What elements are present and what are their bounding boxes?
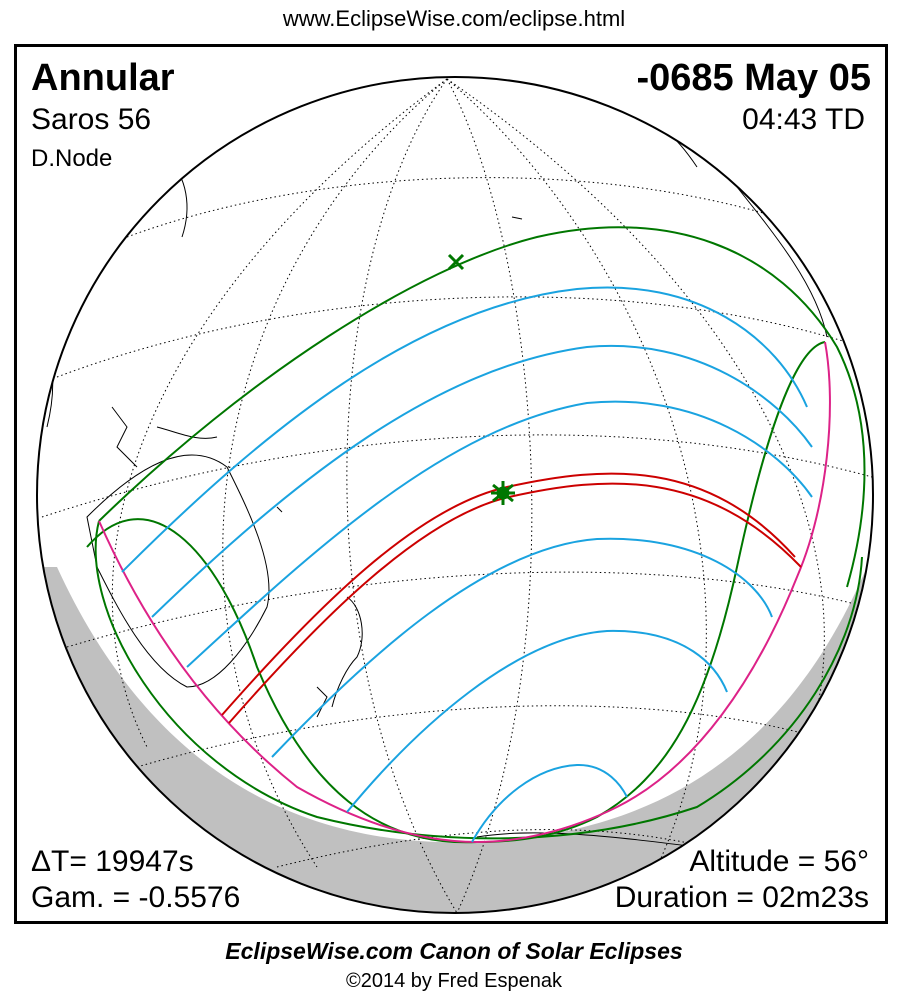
globe-outline — [36, 76, 874, 914]
delta-t: ΔT= 19947s — [31, 845, 194, 878]
greatest-eclipse-star — [491, 481, 515, 505]
eclipse-duration: Duration = 02m23s — [614, 881, 869, 914]
canon-title: EclipseWise.com Canon of Solar Eclipses — [225, 938, 683, 964]
graticule — [41, 78, 873, 913]
globe-map — [36, 76, 874, 914]
eclipse-time: 04:43 TD — [742, 103, 865, 136]
node-label: D.Node — [31, 145, 113, 172]
penumbral-limits — [86, 226, 866, 844]
gamma-value: Gam. = -0.5576 — [31, 881, 241, 914]
eclipse-date: -0685 May 05 — [636, 57, 872, 99]
sun-altitude: Altitude = 56° — [689, 845, 869, 878]
eclipse-type: Annular — [31, 57, 175, 99]
magnitude-curves — [121, 286, 813, 843]
saros-number: Saros 56 — [31, 103, 152, 136]
greatest-duration-x — [447, 253, 465, 271]
eclipse-map-frame: Annular Saros 56 D.Node -0685 May 05 04:… — [14, 44, 888, 924]
source-url[interactable]: www.EclipseWise.com/eclipse.html — [282, 6, 626, 31]
copyright: ©2014 by Fred Espenak — [346, 970, 562, 992]
rise-set-curves — [98, 341, 831, 843]
